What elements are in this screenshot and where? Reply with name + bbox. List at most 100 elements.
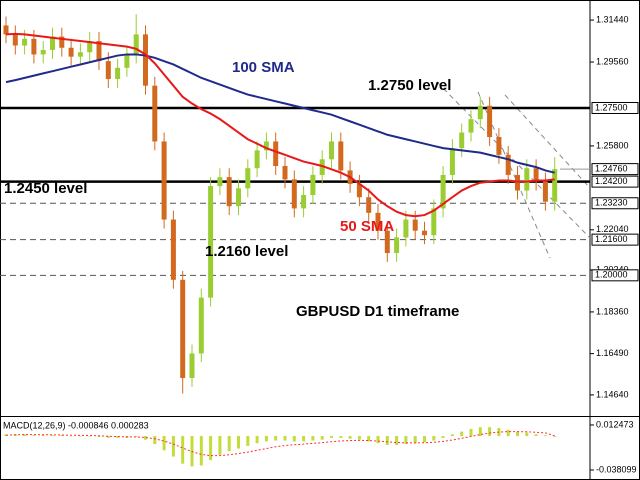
macd-bar (116, 436, 120, 438)
level-price-label: 1.24200 (595, 176, 628, 186)
annotation: 1.2750 level (368, 77, 451, 94)
macd-bar (320, 436, 324, 440)
candle-body (366, 197, 372, 213)
candle-body (515, 174, 520, 191)
candle-body (375, 212, 381, 231)
y-tick-label: 1.22040 (596, 224, 629, 234)
candle-body (124, 54, 130, 68)
macd-bar (144, 436, 147, 440)
macd-bar (218, 436, 222, 455)
candle-body (189, 353, 195, 378)
level-price-label: 1.23230 (595, 198, 628, 208)
y-tick-label: 1.14640 (596, 389, 629, 399)
macd-bar (553, 436, 557, 437)
level-price-label: 1.21600 (595, 234, 628, 244)
candle-body (505, 154, 511, 175)
macd-bar (4, 434, 8, 437)
candle-body (384, 230, 390, 254)
macd-bar (534, 434, 538, 437)
candle-body (394, 237, 400, 254)
macd-bar (264, 436, 268, 442)
candle-body (403, 219, 409, 238)
candle-body (524, 168, 530, 191)
macd-bar (311, 436, 315, 441)
macd-bar (41, 435, 45, 437)
channel-line (504, 94, 591, 189)
candle-body (496, 136, 502, 155)
candle-body (254, 150, 260, 169)
y-tick-label: 1.29560 (596, 56, 629, 66)
candle-body (105, 61, 111, 79)
macd-bar (543, 435, 547, 437)
candle-body (319, 159, 325, 175)
candle-body (12, 34, 18, 46)
level-price-box (591, 269, 639, 282)
candle-body (291, 179, 297, 209)
candle-body (170, 219, 176, 280)
candle-body (459, 132, 465, 149)
level-price-label: 1.20000 (595, 270, 628, 280)
macd-bar (246, 436, 250, 446)
candle-body (87, 41, 93, 53)
macd-bar (106, 436, 110, 438)
macd-bar (88, 436, 92, 437)
macd-bar (274, 436, 278, 441)
candle-body (217, 177, 223, 187)
macd-bar (488, 427, 492, 437)
candle-body (180, 279, 186, 378)
macd-bar (302, 436, 306, 442)
candle-body (468, 119, 474, 133)
macd-bar (134, 436, 138, 437)
level-price-box (591, 197, 639, 210)
candle-body (226, 177, 232, 207)
macd-bar (181, 436, 185, 464)
candle-body (3, 25, 9, 35)
candle-body (431, 208, 437, 236)
price-label: 1.24760 (595, 163, 628, 173)
macd-bar (255, 436, 259, 444)
candle-body (449, 148, 455, 175)
macd-bar (339, 436, 343, 438)
candle-body (301, 195, 307, 209)
macd-bar (460, 431, 464, 437)
candle-body (143, 34, 148, 86)
candle-body (477, 105, 483, 120)
sma-line (5, 53, 555, 174)
macd-bar (478, 427, 482, 437)
macd-bar (227, 436, 231, 452)
sma-line (5, 32, 555, 218)
macd-bar (69, 436, 73, 437)
candle-body (245, 168, 251, 189)
y-tick-label: 1.16490 (596, 348, 629, 358)
candle-body (282, 166, 288, 180)
level-price-box (591, 101, 639, 114)
macd-bar (23, 434, 27, 437)
y-tick-label: 1.18360 (596, 306, 629, 316)
candle-body (542, 181, 548, 202)
level-price-box (591, 233, 639, 246)
macd-bar (385, 436, 389, 445)
candle-body (310, 174, 316, 196)
macd-bar (516, 431, 519, 437)
macd-bar (395, 436, 399, 445)
macd-bar (450, 434, 454, 437)
macd-bar (171, 436, 175, 457)
y-tick-label: 1.31440 (596, 14, 629, 24)
macd-bar (423, 436, 426, 443)
macd-bar (153, 436, 157, 445)
macd-bar (78, 436, 82, 437)
candle-body (236, 188, 241, 207)
macd-bar (162, 436, 166, 451)
annotation: 1.2450 level (4, 180, 87, 197)
candle-body (161, 141, 167, 220)
candle-body (422, 230, 427, 236)
candle-body (77, 52, 83, 57)
macd-bar (432, 436, 436, 441)
macd-bar (367, 436, 371, 442)
candle-body (208, 186, 214, 298)
candle-body (412, 219, 418, 231)
macd-bar (237, 436, 240, 449)
macd-bar (357, 436, 361, 440)
candle-body (133, 34, 139, 55)
level-price-label: 1.27500 (595, 102, 628, 112)
